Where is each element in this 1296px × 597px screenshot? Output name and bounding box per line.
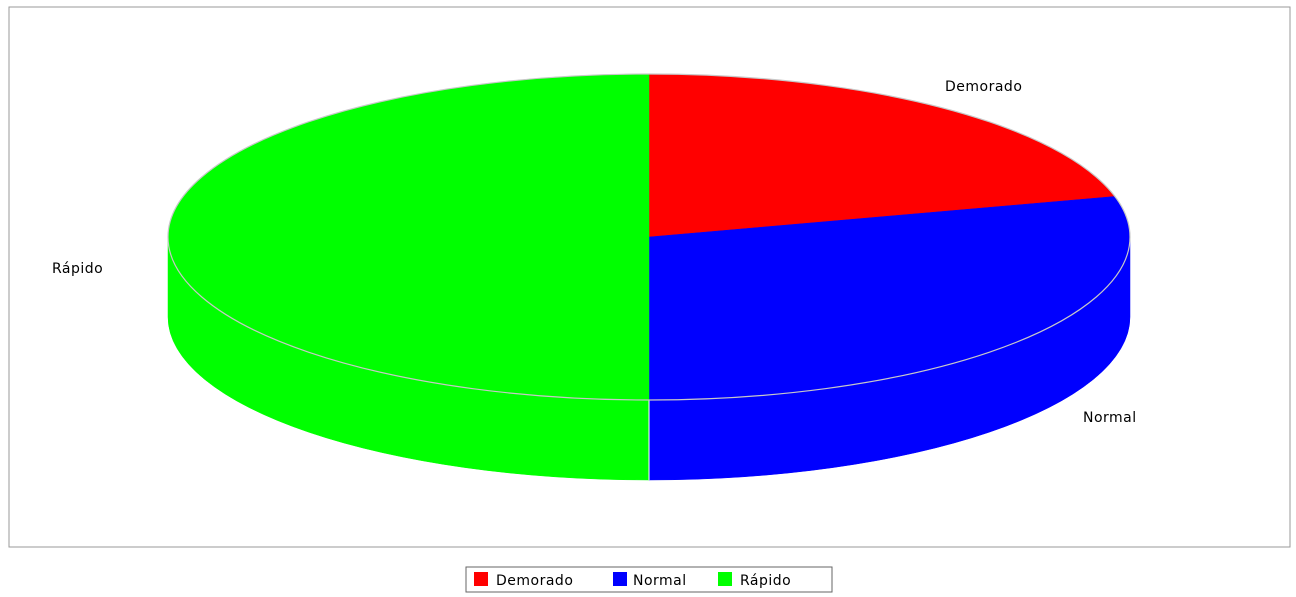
legend-swatch-normal: [613, 572, 627, 586]
legend-label-rapido: Rápido: [740, 573, 791, 589]
legend-label-demorado: Demorado: [496, 573, 573, 589]
legend-label-normal: Normal: [633, 573, 687, 589]
pie-top: [167, 73, 1131, 401]
slice-label-rapido: Rápido: [52, 261, 103, 277]
slice-labels: Demorado Normal Rápido: [52, 79, 1137, 426]
pie-top-outline: [167, 73, 1131, 401]
slice-label-normal: Normal: [1083, 410, 1137, 426]
legend: Demorado Normal Rápido: [465, 566, 833, 593]
legend-swatch-demorado: [474, 572, 488, 586]
legend-swatch-rapido: [718, 572, 732, 586]
legend-box: [465, 566, 833, 593]
slice-label-demorado: Demorado: [945, 79, 1022, 95]
